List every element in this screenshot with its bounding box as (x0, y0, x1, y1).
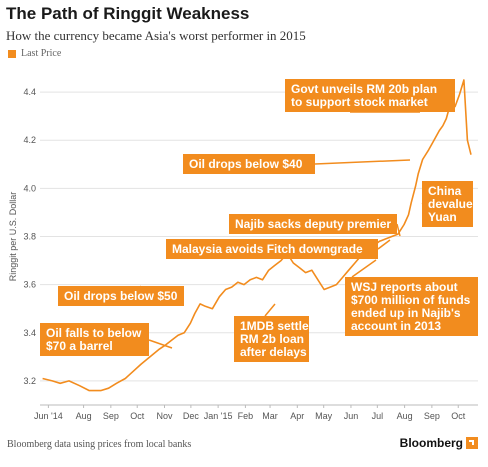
logo-text: Bloomberg (399, 436, 463, 450)
x-tick-label: Sep (424, 411, 440, 421)
bloomberg-logo: Bloomberg (400, 436, 478, 450)
y-tick-label: 3.2 (23, 376, 36, 386)
annotation-connector (314, 159, 411, 165)
bloomberg-logo-icon (466, 437, 478, 449)
x-tick-label: Nov (156, 411, 173, 421)
annotation-label: Oil drops below $40 (189, 157, 303, 171)
annotation-box (40, 323, 149, 356)
y-tick-label: 4.2 (23, 135, 36, 145)
annotation-connector (148, 339, 173, 349)
source-note: Bloomberg data using prices from local b… (7, 439, 192, 450)
legend: Last Price (8, 48, 61, 59)
y-axis-label: Ringgit per U.S. Dollar (8, 192, 18, 282)
series-line-last-price (42, 79, 472, 392)
chart-subtitle: How the currency became Asia's worst per… (6, 28, 306, 43)
annotation-box (422, 181, 473, 227)
annotation-label: China devalues Yuan (428, 184, 480, 224)
y-tick-label: 4.4 (23, 87, 36, 97)
annotation-connector (264, 303, 276, 317)
annotation-label: Oil drops below $50 (64, 289, 178, 303)
x-tick-label: Jan '15 (204, 411, 233, 421)
annotation-box (58, 286, 184, 306)
x-tick-label: Mar (262, 411, 278, 421)
annotation-box (229, 214, 397, 234)
x-tick-label: Apr (290, 411, 304, 421)
x-tick-label: May (315, 411, 333, 421)
annotation-box (345, 277, 478, 336)
annotation-box (285, 79, 455, 112)
x-tick-label: Sep (103, 411, 119, 421)
x-tick-label: Jun (344, 411, 359, 421)
x-tick-label: Jun '14 (34, 411, 63, 421)
annotation-label: 1MDB settles RM 2b loan after delays (240, 319, 316, 359)
x-tick-label: Feb (238, 411, 254, 421)
x-tick-label: Oct (451, 411, 466, 421)
annotation-label: Malaysia avoids Fitch downgrade (172, 242, 363, 256)
y-tick-label: 3.6 (23, 280, 36, 290)
x-tick-label: Dec (183, 411, 200, 421)
annotation-connector (351, 259, 377, 278)
x-tick-label: Jul (372, 411, 384, 421)
y-tick-label: 3.8 (23, 232, 36, 242)
annotation-label: Najib sacks deputy premier (235, 217, 391, 231)
chart-title: The Path of Ringgit Weakness (6, 4, 250, 23)
annotation-label: Oil falls to below $70 a barrel (46, 326, 142, 353)
annotation-box (166, 239, 378, 259)
annotation-label: Govt unveils RM 20b plan to support stock… (291, 82, 437, 109)
legend-swatch (8, 49, 16, 58)
y-tick-label: 4.0 (23, 183, 36, 193)
legend-label: Last Price (21, 48, 62, 59)
annotation-label: WSJ reports about $700 million of funds en… (351, 280, 471, 333)
x-tick-label: Aug (397, 411, 413, 421)
y-tick-label: 3.4 (23, 328, 36, 338)
annotation-box (183, 154, 315, 174)
annotation-connector (396, 223, 401, 237)
annotation-connector (377, 239, 391, 250)
annotation-box (234, 316, 309, 362)
x-tick-label: Aug (76, 411, 92, 421)
x-tick-label: Oct (130, 411, 145, 421)
